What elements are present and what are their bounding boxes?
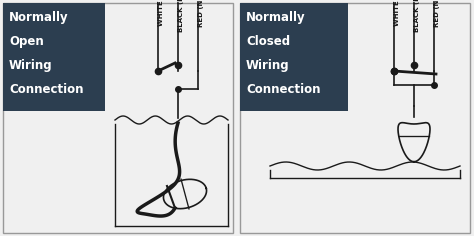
Text: WHITE (C): WHITE (C) [394, 0, 400, 26]
Text: Connection: Connection [246, 83, 320, 96]
Text: Open: Open [9, 35, 44, 48]
Text: WHITE (C): WHITE (C) [158, 0, 164, 26]
Text: Wiring: Wiring [9, 59, 53, 72]
Text: Normally: Normally [246, 11, 306, 24]
Text: Normally: Normally [9, 11, 69, 24]
Text: BLACK (N.O.): BLACK (N.O.) [414, 0, 420, 32]
Bar [3, 3, 233, 233]
Bar [240, 3, 348, 111]
Text: Closed: Closed [246, 35, 290, 48]
Bar [240, 3, 470, 233]
Text: Wiring: Wiring [246, 59, 290, 72]
Bar [3, 3, 105, 111]
Text: BLACK (N.O.): BLACK (N.O.) [178, 0, 184, 32]
Text: RED (N.C.): RED (N.C.) [198, 0, 204, 27]
Text: Connection: Connection [9, 83, 83, 96]
Text: RED (N.C.): RED (N.C.) [434, 0, 440, 27]
